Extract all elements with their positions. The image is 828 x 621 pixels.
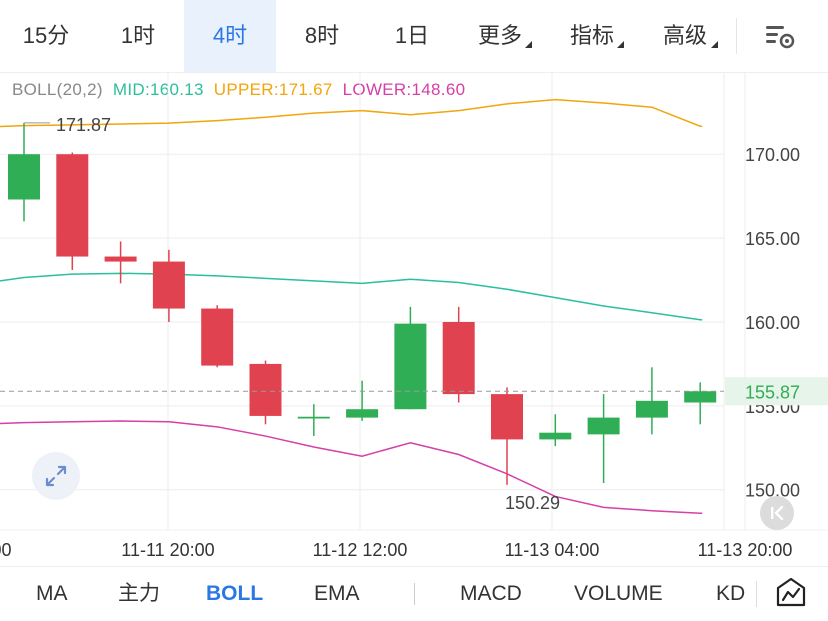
y-tick-label: 160.00 [745, 313, 800, 333]
indicator-ema[interactable]: EMA [314, 582, 360, 605]
caret-down-icon [525, 41, 532, 48]
tab-indicators[interactable]: 指标 [562, 0, 624, 72]
tab-1d[interactable]: 1日 [394, 23, 430, 48]
divider [736, 18, 737, 54]
y-tick-label: 170.00 [745, 145, 800, 165]
boll-upper-value: UPPER:171.67 [213, 80, 333, 99]
boll-lower-value: LOWER:148.60 [342, 80, 466, 99]
candle-body [587, 417, 620, 435]
tab-more[interactable]: 更多 [470, 0, 532, 72]
y-tick-label: 150.00 [745, 481, 800, 501]
candle-body [104, 256, 137, 262]
scroll-to-latest-button[interactable] [760, 496, 794, 530]
trend-chart-icon[interactable] [774, 576, 808, 610]
x-tick-label: 11-13 04:00 [505, 540, 600, 560]
chart-settings-icon[interactable] [762, 20, 798, 52]
last-price-label: 155.87 [745, 382, 800, 402]
expand-icon [45, 465, 67, 487]
candle-body [394, 323, 427, 410]
boll-mid-value: MID:160.13 [112, 80, 204, 99]
high-price-label: 171.87 [56, 115, 111, 135]
caret-down-icon [617, 41, 624, 48]
boll-lower-line [0, 420, 703, 514]
indicator-main-force[interactable]: 主力 [118, 582, 160, 605]
boll-name: BOLL(20,2) [12, 80, 103, 99]
candle-body [346, 409, 379, 418]
x-tick-label: 11-11 20:00 [121, 540, 214, 560]
x-tick-label: 11-13 20:00 [698, 540, 793, 560]
indicator-bar: MA 主力 BOLL EMA MACD VOLUME KD [0, 566, 828, 621]
tab-1h[interactable]: 1时 [120, 23, 156, 48]
boll-upper-line [0, 98, 703, 128]
double-chevron-left-icon [771, 505, 784, 521]
candle-body [56, 154, 89, 257]
boll-mid-line [0, 272, 703, 321]
tab-advanced[interactable]: 高级 [654, 0, 718, 72]
x-tick-label: 11-12 12:00 [313, 540, 408, 560]
tab-8h[interactable]: 8时 [304, 23, 340, 48]
expand-button[interactable] [32, 452, 80, 500]
timeframe-bar: 15分 1时 4时 8时 1日 更多 指标 高级 [0, 0, 828, 73]
candle-body [491, 394, 523, 440]
indicator-macd[interactable]: MACD [460, 582, 522, 605]
candle-body [249, 363, 282, 416]
divider [756, 581, 757, 607]
boll-legend: BOLL(20,2) MID:160.13 UPPER:171.67 LOWER:14… [12, 80, 475, 100]
caret-down-icon [711, 41, 718, 48]
indicator-kd[interactable]: KD [716, 582, 746, 605]
tab-more-label: 更多 [477, 23, 522, 48]
tab-4h[interactable]: 4时 [184, 0, 276, 72]
candle-body [152, 261, 185, 309]
candle-body [684, 391, 717, 403]
indicator-boll[interactable]: BOLL [206, 582, 264, 605]
candle-body [635, 400, 668, 418]
divider [414, 583, 415, 605]
tab-indicators-label: 指标 [569, 23, 614, 48]
last-price-tag [725, 377, 828, 406]
candle-body [539, 432, 572, 440]
x-tick-label: 0:00 [0, 540, 12, 560]
low-price-label: 150.29 [505, 493, 560, 513]
y-tick-label: 165.00 [745, 229, 800, 249]
tab-15min[interactable]: 15分 [22, 23, 70, 48]
indicator-ma[interactable]: MA [36, 582, 68, 605]
candle-body [8, 154, 40, 200]
candle-body [201, 308, 234, 366]
candle-body [442, 321, 475, 395]
tab-advanced-label: 高级 [662, 23, 707, 48]
candlestick-chart[interactable]: 170.00165.00160.00155.00150.000:0011-11 … [0, 72, 828, 566]
indicator-volume[interactable]: VOLUME [574, 582, 663, 605]
